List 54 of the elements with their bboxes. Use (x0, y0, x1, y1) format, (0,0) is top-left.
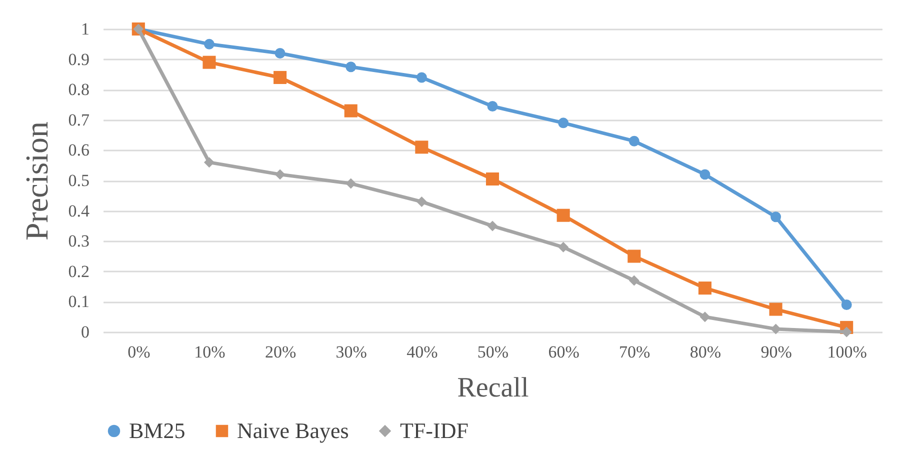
point (628, 275, 640, 286)
x-tick-label: 40% (406, 342, 438, 362)
point (416, 196, 427, 207)
point (556, 208, 570, 222)
point (700, 169, 710, 180)
x-tick-label: 90% (760, 342, 792, 362)
y-tick-label: 1 (81, 20, 90, 38)
x-tick-label: 100% (827, 342, 867, 362)
x-tick-label: 80% (690, 342, 722, 362)
x-axis-title: Recall (457, 372, 529, 404)
legend-label: BM25 (129, 418, 186, 443)
point (698, 282, 712, 295)
point (487, 101, 498, 112)
point (204, 157, 214, 168)
point (274, 48, 286, 58)
point (770, 212, 782, 222)
y-tick-label: 0.4 (68, 201, 90, 220)
x-tick-label: 50% (477, 342, 509, 362)
x-tick-label: 0% (128, 342, 150, 362)
y-tick-label: 0.7 (68, 110, 90, 130)
point (841, 299, 852, 310)
y-tick-label: 0.2 (68, 262, 90, 281)
point (415, 140, 428, 154)
point (346, 62, 356, 72)
x-tick-label: 60% (548, 342, 580, 362)
point (628, 136, 640, 146)
point (558, 242, 569, 252)
point (274, 169, 286, 180)
point (204, 38, 214, 50)
y-tick-label: 0.8 (68, 80, 90, 100)
point (344, 104, 358, 118)
legend-label: Naive Bayes (237, 418, 349, 443)
x-tick-label: 20% (264, 342, 296, 362)
point (700, 312, 710, 322)
point (202, 56, 216, 69)
x-tick-label: 10% (194, 342, 226, 362)
y-axis-title: Precision (18, 121, 54, 241)
y-tick-label: 0.9 (68, 50, 90, 69)
y-tick-label: 0.6 (68, 140, 90, 160)
legend-label: TF-IDF (400, 418, 468, 443)
point (487, 220, 498, 232)
y-tick-label: 0.5 (68, 171, 90, 190)
y-tick-label: 0.1 (68, 292, 90, 312)
point (558, 118, 569, 128)
point (346, 178, 356, 189)
point (416, 72, 427, 83)
x-tick-label: 30% (336, 342, 367, 362)
y-tick-label: 0.3 (68, 232, 90, 251)
point (274, 70, 287, 84)
y-tick-label: 0 (81, 322, 90, 342)
x-tick-label: 70% (619, 342, 650, 362)
point (628, 250, 641, 263)
point (769, 302, 782, 316)
point (486, 172, 500, 186)
